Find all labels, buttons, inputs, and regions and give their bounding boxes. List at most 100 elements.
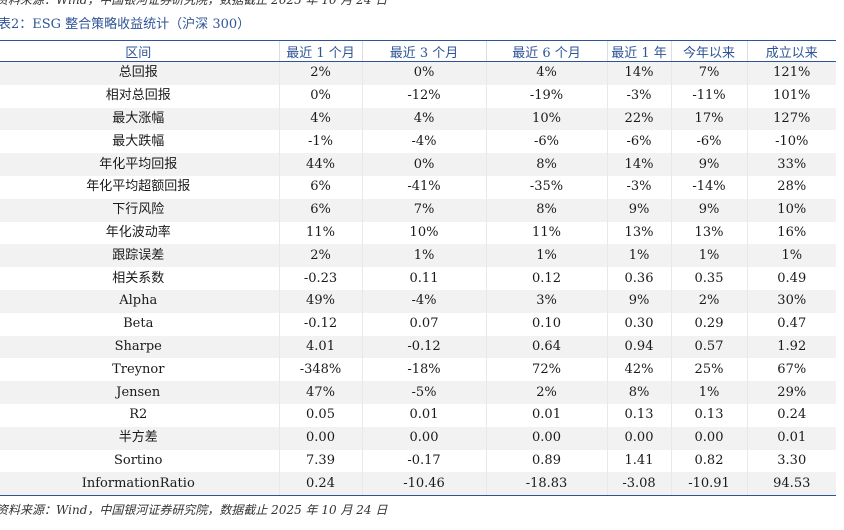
table-row: R2 0.05 0.01 0.01 0.13 0.13 0.24 — [0, 403, 836, 427]
value-cell: -4% — [361, 289, 486, 313]
value-cell: 9% — [606, 198, 671, 222]
table-row: InformationRatio 0.24 -10.46 -18.83 -3.08 -10… — [0, 472, 836, 497]
header-cell: 最近 1 个月 — [278, 40, 362, 62]
table-row: Alpha 49% -4% 3% 9% 2% 30% — [0, 289, 836, 313]
value-cell: -3% — [606, 175, 671, 199]
value-cell: -10.46 — [361, 472, 486, 497]
value-cell: 2% — [278, 244, 362, 268]
value-cell: 17% — [670, 107, 747, 131]
value-cell: 14% — [606, 61, 671, 85]
value-cell: 0.57 — [670, 335, 747, 359]
value-cell: 0.47 — [746, 312, 836, 336]
value-cell: 11% — [278, 221, 362, 245]
value-cell: 10% — [746, 198, 836, 222]
value-cell: -6% — [670, 130, 747, 154]
value-cell: 1% — [485, 244, 607, 268]
value-cell: 0.89 — [485, 449, 607, 473]
value-cell: -6% — [485, 130, 607, 154]
value-cell: 33% — [746, 153, 836, 176]
header-cell: 最近 6 个月 — [485, 40, 607, 62]
table-caption: 表2：ESG 整合策略收益统计（沪深 300） — [0, 17, 251, 32]
row-label-cell: 年化波动率 — [105, 224, 171, 240]
value-cell: 0.24 — [746, 403, 836, 427]
value-cell: -14% — [670, 175, 747, 199]
value-cell: -3% — [606, 84, 671, 108]
value-cell: -19% — [485, 84, 607, 108]
value-cell: 4.01 — [278, 335, 362, 359]
value-cell: 4% — [278, 107, 362, 131]
value-cell: 25% — [670, 358, 747, 382]
table-row: 半方差 0.00 0.00 0.00 0.00 0.00 0.01 — [0, 426, 836, 450]
value-cell: -6% — [606, 130, 671, 154]
table-row: Sharpe 4.01 -0.12 0.64 0.94 0.57 1.92 — [0, 335, 836, 359]
table-body: 总回报 2% 0% 4% 14% 7% 121% 相对总回报 0% -12% -19% -3% -11%… — [0, 61, 836, 497]
value-cell: -35% — [485, 175, 607, 199]
table-row: 相对总回报 0% -12% -19% -3% -11% 101% — [0, 84, 836, 108]
table-row: 总回报 2% 0% 4% 14% 7% 121% — [0, 61, 836, 85]
value-cell: -0.12 — [361, 335, 486, 359]
row-label-cell: Sortino — [113, 452, 163, 468]
source-note-top: 资料来源：Wind，中国银河证券研究院，数据截止 2025 年 10 月 24 … — [0, 0, 388, 7]
header-cell: 成立以来 — [746, 40, 836, 62]
value-cell: 1.41 — [606, 449, 671, 473]
value-cell: 0.24 — [278, 472, 362, 497]
value-cell: 1% — [670, 244, 747, 268]
value-cell: 0.01 — [361, 403, 486, 427]
value-cell: 0.05 — [278, 403, 362, 427]
value-cell: -18.83 — [485, 472, 607, 497]
table-header-row: 区间 最近 1 个月 最近 3 个月 最近 6 个月 最近 1 年 今年以来 成… — [0, 40, 836, 62]
value-cell: -5% — [361, 381, 486, 404]
value-cell: 0.36 — [606, 267, 671, 290]
value-cell: 4% — [361, 107, 486, 131]
value-cell: -3.08 — [606, 472, 671, 497]
row-label-cell: Sharpe — [0, 335, 279, 359]
value-cell: 1% — [746, 244, 836, 268]
value-cell: -0.17 — [361, 449, 486, 473]
row-label-cell: Jensen — [0, 381, 279, 404]
value-cell: 9% — [670, 198, 747, 222]
value-cell: 0.00 — [278, 426, 362, 450]
value-cell: 14% — [606, 153, 671, 176]
table-row: Jensen 47% -5% 2% 8% 1% 29% — [0, 381, 836, 404]
value-cell: -18% — [361, 358, 486, 382]
value-cell: 10% — [361, 221, 486, 245]
value-cell: 121% — [746, 61, 836, 85]
value-cell: 0.82 — [670, 449, 747, 473]
value-cell: 0% — [361, 153, 486, 176]
table-row: Beta -0.12 0.07 0.10 0.30 0.29 0.47 — [0, 312, 836, 336]
value-cell: 6% — [278, 198, 362, 222]
row-label-cell: 相关系数 — [112, 270, 165, 286]
row-label-cell: 年化平均回报 — [0, 153, 279, 176]
table-row: Treynor -348% -18% 72% 42% 25% 67% — [0, 358, 836, 382]
value-cell: 7.39 — [278, 449, 362, 473]
value-cell: 0.29 — [670, 312, 747, 336]
table-row: 年化平均超额回报 6% -41% -35% -3% -14% 28% — [0, 175, 836, 199]
table-row: 年化波动率 11% 10% 11% 13% 13% 16% — [0, 221, 836, 245]
value-cell: 2% — [670, 289, 747, 313]
row-label-cell: 最大跌幅 — [112, 133, 165, 149]
table-row: 最大涨幅 4% 4% 10% 22% 17% 127% — [0, 107, 836, 131]
value-cell: 1.92 — [746, 335, 836, 359]
value-cell: 0.00 — [361, 426, 486, 450]
value-cell: -10% — [746, 130, 836, 154]
value-cell: 0.35 — [670, 267, 747, 290]
value-cell: 2% — [485, 381, 607, 404]
header-cell: 今年以来 — [670, 40, 747, 62]
value-cell: 3.30 — [746, 449, 836, 473]
value-cell: 13% — [606, 221, 671, 245]
value-cell: 0% — [361, 61, 486, 85]
value-cell: 13% — [670, 221, 747, 245]
value-cell: 9% — [606, 289, 671, 313]
value-cell: 2% — [278, 61, 362, 85]
value-cell: 29% — [746, 381, 836, 404]
value-cell: 0.07 — [361, 312, 486, 336]
value-cell: 9% — [670, 153, 747, 176]
row-label-cell: 跟踪误差 — [0, 244, 279, 268]
value-cell: -10.91 — [670, 472, 747, 497]
row-label-cell: R2 — [129, 407, 148, 423]
row-label-cell: Alpha — [0, 289, 279, 313]
value-cell: -4% — [361, 130, 486, 154]
row-label-cell: Beta — [123, 316, 154, 332]
value-cell: 94.53 — [746, 472, 836, 497]
value-cell: 8% — [485, 198, 607, 222]
